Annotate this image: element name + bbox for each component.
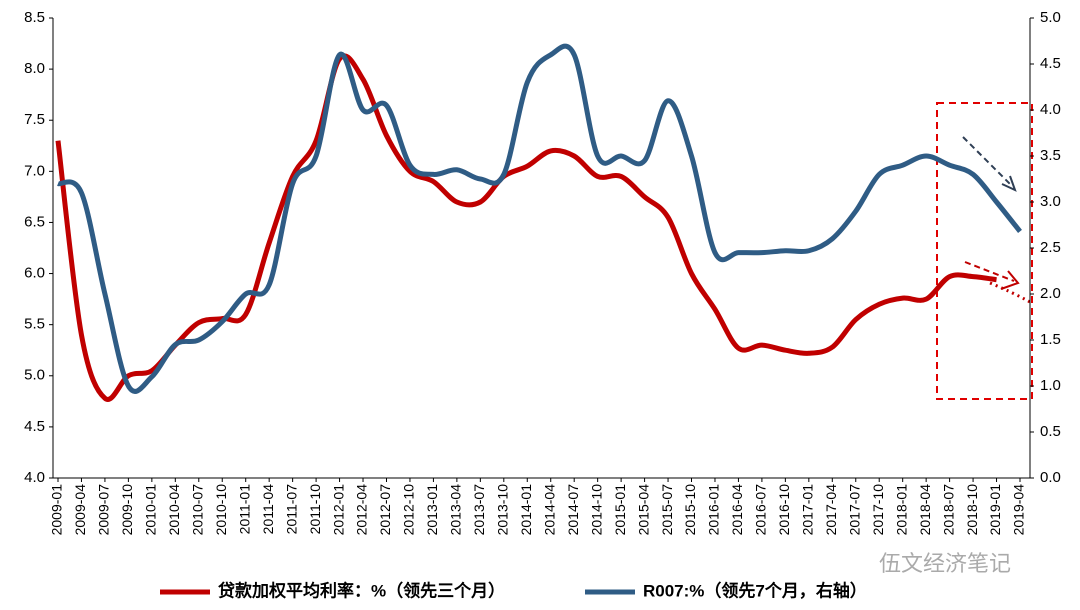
x-tick-label: 2015-10	[682, 484, 698, 536]
y-tick-label: 1.5	[1040, 331, 1061, 348]
series-line	[55, 53, 997, 402]
x-tick-label: 2010-10	[213, 484, 229, 536]
x-tick-label: 2014-04	[541, 484, 557, 536]
x-tick-label: 2011-04	[260, 484, 276, 535]
highlight-box	[936, 102, 1033, 400]
y-tick-label: 4.5	[24, 418, 45, 435]
x-tick-label: 2013-04	[448, 484, 464, 536]
y-tick-label: 4.0	[1040, 101, 1061, 118]
x-tick-label: 2014-01	[518, 484, 534, 536]
x-tick-label: 2017-01	[800, 484, 816, 536]
y-tick-label: 7.0	[24, 162, 45, 179]
x-tick-label: 2016-04	[729, 484, 745, 536]
y-tick-label: 3.5	[1040, 147, 1061, 164]
y-tick-label: 6.5	[24, 213, 45, 230]
x-tick-label: 2012-04	[354, 484, 370, 536]
x-tick-label: 2009-07	[96, 484, 112, 536]
x-tick-label: 2010-07	[189, 484, 205, 536]
y-tick-label: 8.5	[24, 9, 45, 26]
x-tick-label: 2011-10	[307, 484, 323, 535]
x-tick-label: 2009-01	[49, 484, 65, 536]
arrow	[964, 261, 1015, 282]
x-tick-label: 2013-07	[471, 484, 487, 536]
y-tick-label: 3.0	[1040, 193, 1061, 210]
x-tick-label: 2011-07	[283, 484, 299, 535]
x-tick-label: 2016-01	[706, 484, 722, 536]
x-tick-label: 2011-01	[236, 484, 252, 535]
arrow-head	[1000, 270, 1020, 290]
arrow-head	[1001, 175, 1017, 192]
watermark: 伍文经济笔记	[879, 551, 1011, 576]
arrow	[962, 136, 1013, 187]
legend-label: 贷款加权平均利率：%（领先三个月）	[218, 580, 505, 600]
y-tick-label: 1.0	[1040, 377, 1061, 394]
x-tick-label: 2019-01	[987, 484, 1003, 536]
x-tick-label: 2018-07	[940, 484, 956, 536]
x-tick-label: 2019-04	[1011, 484, 1027, 536]
x-tick-label: 2010-01	[143, 484, 159, 536]
x-tick-label: 2015-01	[612, 484, 628, 536]
x-tick-label: 2018-04	[917, 484, 933, 536]
x-tick-label: 2012-10	[401, 484, 417, 536]
x-tick-label: 2014-07	[565, 484, 581, 536]
x-tick-label: 2017-10	[870, 484, 886, 536]
x-tick-label: 2015-07	[659, 484, 675, 536]
x-tick-label: 2017-04	[823, 484, 839, 536]
x-tick-label: 2013-01	[424, 484, 440, 536]
y-tick-label: 4.0	[24, 469, 45, 486]
x-tick-label: 2009-10	[119, 484, 135, 536]
series-line	[57, 43, 1022, 394]
y-tick-label: 2.5	[1040, 239, 1061, 256]
x-tick-label: 2016-10	[776, 484, 792, 536]
y-tick-label: 0.5	[1040, 423, 1061, 440]
x-tick-label: 2018-01	[893, 484, 909, 536]
x-tick-label: 2017-07	[846, 484, 862, 536]
x-tick-label: 2012-07	[377, 484, 393, 536]
y-tick-label: 0.0	[1040, 469, 1061, 486]
x-tick-label: 2018-10	[964, 484, 980, 536]
x-tick-label: 2012-01	[330, 484, 346, 536]
legend-label: R007:%（领先7个月，右轴）	[643, 580, 867, 600]
y-tick-label: 5.0	[1040, 9, 1061, 26]
y-tick-label: 6.0	[24, 265, 45, 282]
x-tick-label: 2014-10	[588, 484, 604, 536]
y-tick-label: 4.5	[1040, 55, 1061, 72]
y-tick-label: 8.0	[24, 60, 45, 77]
y-tick-label: 5.5	[24, 316, 45, 333]
x-tick-label: 2010-04	[166, 484, 182, 536]
y-tick-label: 5.0	[24, 367, 45, 384]
y-tick-label: 2.0	[1040, 285, 1061, 302]
x-tick-label: 2015-04	[635, 484, 651, 536]
x-tick-label: 2009-04	[72, 484, 88, 536]
y-tick-label: 7.5	[24, 111, 45, 128]
x-tick-label: 2013-10	[495, 484, 511, 536]
x-tick-label: 2016-07	[753, 484, 769, 536]
